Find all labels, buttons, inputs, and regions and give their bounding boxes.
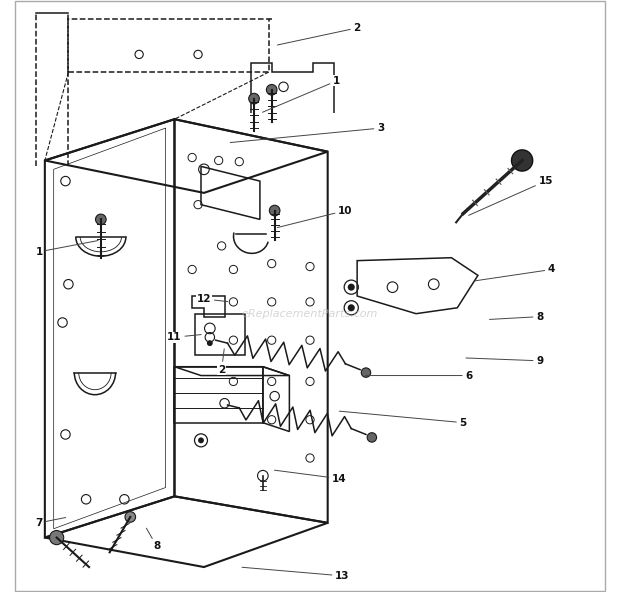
Text: 8: 8 — [490, 311, 543, 321]
Circle shape — [512, 150, 533, 171]
Text: 10: 10 — [277, 205, 353, 227]
Text: eReplacementParts.com: eReplacementParts.com — [242, 308, 378, 318]
Circle shape — [267, 85, 277, 95]
Text: 15: 15 — [469, 176, 553, 215]
Text: 1: 1 — [262, 76, 340, 112]
Text: 7: 7 — [35, 517, 66, 528]
Circle shape — [95, 214, 106, 225]
Circle shape — [125, 511, 136, 522]
Circle shape — [249, 94, 259, 104]
Text: 12: 12 — [197, 294, 228, 304]
Text: 8: 8 — [146, 528, 161, 551]
Circle shape — [348, 304, 355, 311]
Circle shape — [367, 433, 376, 442]
Circle shape — [198, 437, 204, 443]
Text: 13: 13 — [242, 567, 350, 581]
Text: 9: 9 — [466, 356, 543, 366]
Circle shape — [207, 340, 213, 346]
Text: 4: 4 — [475, 265, 556, 281]
Text: 3: 3 — [230, 123, 384, 143]
Text: 2: 2 — [277, 23, 361, 45]
Circle shape — [348, 284, 355, 291]
Text: 14: 14 — [275, 470, 347, 484]
Circle shape — [361, 368, 371, 377]
Text: 5: 5 — [339, 411, 467, 427]
Text: 6: 6 — [366, 371, 472, 381]
Text: 11: 11 — [167, 332, 201, 342]
Text: 1: 1 — [35, 240, 98, 257]
Circle shape — [269, 205, 280, 216]
Text: 2: 2 — [218, 349, 225, 375]
Circle shape — [50, 530, 64, 545]
